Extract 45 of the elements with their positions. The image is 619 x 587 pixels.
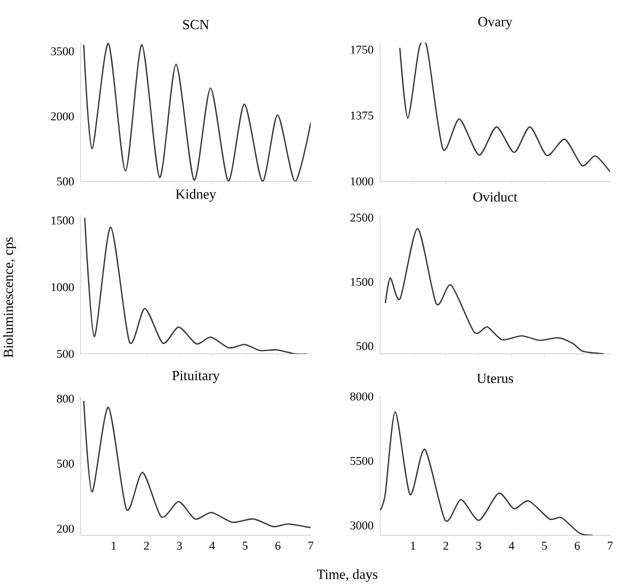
y-tick-label: 2000 [51,112,74,120]
y-tick-label: 500 [57,460,74,468]
y-tick-label: 200 [57,524,74,533]
line-series [84,217,308,354]
x-tick-label: 3 [176,542,182,550]
x-tick-label: 6 [574,542,580,550]
x-tick-label: 4 [508,542,514,550]
y-tick-label: 8000 [350,392,374,401]
chart-title: Uterus [476,374,514,384]
x-tick-label: 4 [209,542,215,550]
chart-title: Ovary [478,17,512,30]
y-tick-label: 5500 [350,457,374,466]
x-tick-label: 6 [275,542,281,550]
x-tick-label: 3 [476,542,482,550]
chart-title: SCN [183,20,209,30]
y-tick-label: 1750 [350,46,374,54]
x-tick-label: 5 [542,542,547,550]
y-tick-label: 2500 [350,214,374,222]
x-axis-title: Time, days [316,569,378,582]
y-tick-label: 1375 [350,112,374,120]
y-tick-label: 500 [57,350,74,358]
chart-title: Oviduct [473,192,518,202]
y-axis-title: Bioluminescence, cps [3,237,16,358]
y-tick-label: 1000 [52,283,74,292]
chart-title: Kidney [176,189,216,202]
y-tick-label: 500 [57,177,74,186]
x-tick-label: 1 [411,542,416,550]
y-tick-label: 1500 [350,278,374,286]
x-tick-label: 1 [112,542,116,550]
x-tick-label: 5 [242,542,248,550]
line-series [384,228,605,354]
line-series [83,42,311,182]
y-tick-label: 1000 [350,177,374,186]
x-tick-label: 7 [608,542,613,550]
x-tick-label: 2 [443,542,448,550]
line-series [380,411,594,536]
y-tick-label: 3000 [350,522,374,530]
line-series [83,400,311,528]
y-tick-label: 3500 [51,47,74,56]
y-tick-label: 1500 [52,216,74,225]
x-tick-label: 7 [308,542,314,550]
y-tick-label: 500 [356,342,374,350]
chart-title: Pituitary [172,370,220,384]
x-tick-label: 2 [144,542,149,550]
y-tick-label: 800 [56,394,74,403]
